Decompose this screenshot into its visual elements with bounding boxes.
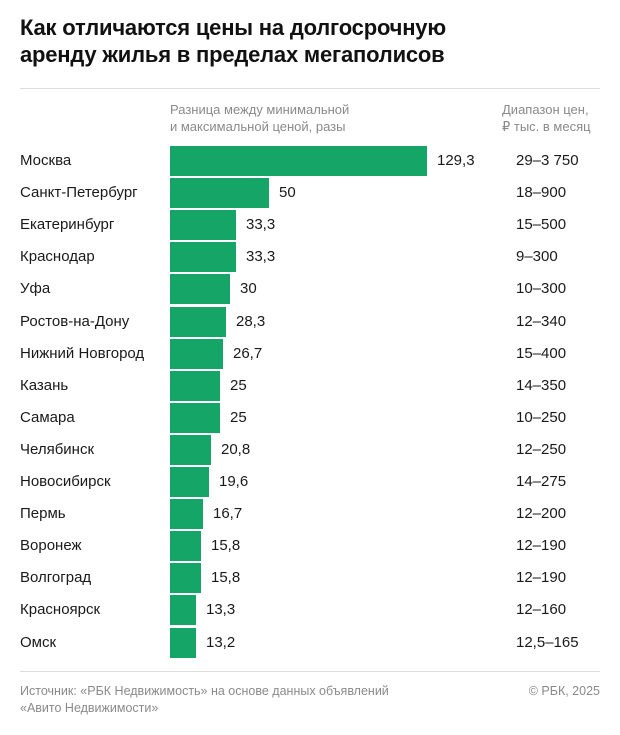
price-range-label: 12–200 bbox=[516, 505, 567, 523]
chart-row: Уфа 30 10–300 bbox=[0, 274, 620, 305]
category-label: Пермь bbox=[20, 505, 66, 523]
value-label: 13,3 bbox=[206, 601, 236, 619]
category-label: Уфа bbox=[20, 280, 51, 298]
price-range-label: 18–900 bbox=[516, 184, 567, 202]
value-label: 25 bbox=[230, 408, 247, 426]
price-range-label: 10–300 bbox=[516, 280, 567, 298]
value-label: 13,2 bbox=[206, 633, 236, 651]
top-divider bbox=[20, 88, 600, 89]
price-range-label: 9–300 bbox=[516, 248, 558, 266]
bar bbox=[170, 370, 220, 401]
bars-column-header-line-1: Разница между минимальной bbox=[170, 102, 350, 117]
value-label: 129,3 bbox=[437, 152, 475, 169]
chart-row: Волгоград 15,8 12–190 bbox=[0, 563, 620, 594]
chart-row: Казань 25 14–350 bbox=[0, 370, 620, 401]
range-column-header-line-1: Диапазон цен, bbox=[502, 102, 589, 117]
chart-row: Воронеж 15,8 12–190 bbox=[0, 531, 620, 562]
price-range-label: 15–400 bbox=[516, 344, 567, 362]
chart-row: Краснодар 33,3 9–300 bbox=[0, 242, 620, 273]
chart-row: Самара 25 10–250 bbox=[0, 402, 620, 433]
chart-row: Красноярск 13,3 12–160 bbox=[0, 595, 620, 626]
value-label: 30 bbox=[240, 280, 257, 298]
category-label: Екатеринбург bbox=[20, 216, 115, 234]
value-label: 50 bbox=[279, 184, 296, 202]
category-label: Ростов-на-Дону bbox=[20, 312, 130, 330]
price-range-label: 29–3 750 bbox=[516, 152, 579, 169]
value-label: 26,7 bbox=[233, 344, 263, 362]
chart-row: Ростов-на-Дону 28,3 12–340 bbox=[0, 306, 620, 337]
price-range-label: 12–340 bbox=[516, 312, 567, 330]
bar bbox=[170, 306, 226, 337]
bar bbox=[170, 402, 220, 433]
value-label: 15,8 bbox=[211, 537, 241, 555]
value-label: 20,8 bbox=[221, 440, 251, 458]
category-label: Нижний Новгород bbox=[20, 344, 145, 362]
chart-row: Москва 129,3 29–3 750 bbox=[0, 146, 620, 176]
value-label: 25 bbox=[230, 376, 247, 394]
value-label: 15,8 bbox=[211, 569, 241, 587]
price-range-label: 15–500 bbox=[516, 216, 567, 234]
bar bbox=[170, 595, 196, 626]
price-range-label: 14–350 bbox=[516, 376, 567, 394]
category-label: Красноярск bbox=[20, 601, 101, 619]
bar bbox=[170, 242, 236, 273]
range-column-header-line-2: ₽ тыс. в месяц bbox=[502, 119, 591, 134]
bar bbox=[170, 499, 203, 530]
price-range-label: 12,5–165 bbox=[516, 633, 579, 651]
category-label: Казань bbox=[20, 376, 69, 394]
chart-row: Санкт-Петербург 50 18–900 bbox=[0, 178, 620, 209]
price-range-label: 12–190 bbox=[516, 569, 567, 587]
category-label: Самара bbox=[20, 408, 75, 426]
price-range-label: 10–250 bbox=[516, 408, 567, 426]
bottom-divider bbox=[20, 671, 600, 672]
value-label: 33,3 bbox=[246, 248, 276, 266]
bar bbox=[170, 210, 236, 241]
chart-title: Как отличаются цены на долгосрочную арен… bbox=[20, 14, 600, 68]
range-column-header: Диапазон цен, ₽ тыс. в месяц bbox=[502, 101, 591, 135]
chart-title-line-2: аренду жилья в пределах мегаполисов bbox=[20, 42, 445, 67]
price-range-label: 14–275 bbox=[516, 473, 567, 490]
bar bbox=[170, 274, 230, 305]
copyright: © РБК, 2025 bbox=[528, 684, 600, 698]
category-label: Омск bbox=[20, 633, 57, 651]
value-label: 19,6 bbox=[219, 473, 249, 490]
category-label: Краснодар bbox=[20, 248, 95, 266]
bars-column-header-line-2: и максимальной ценой, разы bbox=[170, 119, 346, 134]
bars-column-header: Разница между минимальной и максимальной… bbox=[170, 101, 349, 135]
source-note: Источник: «РБК Недвижимость» на основе д… bbox=[20, 683, 389, 717]
value-label: 28,3 bbox=[236, 312, 266, 330]
bar bbox=[170, 434, 211, 465]
category-label: Москва bbox=[20, 152, 72, 169]
bar bbox=[170, 467, 209, 497]
chart-row: Пермь 16,7 12–200 bbox=[0, 499, 620, 530]
price-range-label: 12–190 bbox=[516, 537, 567, 555]
bar bbox=[170, 338, 223, 369]
category-label: Волгоград bbox=[20, 569, 92, 587]
value-label: 16,7 bbox=[213, 505, 243, 523]
value-label: 33,3 bbox=[246, 216, 276, 234]
category-label: Санкт-Петербург bbox=[20, 184, 138, 202]
bar bbox=[170, 627, 196, 658]
bar bbox=[170, 146, 427, 176]
category-label: Воронеж bbox=[20, 537, 82, 555]
category-label: Новосибирск bbox=[20, 473, 111, 490]
source-note-line-1: Источник: «РБК Недвижимость» на основе д… bbox=[20, 684, 389, 698]
price-range-label: 12–160 bbox=[516, 601, 567, 619]
chart-row: Екатеринбург 33,3 15–500 bbox=[0, 210, 620, 241]
chart-row: Новосибирск 19,6 14–275 bbox=[0, 467, 620, 497]
price-range-label: 12–250 bbox=[516, 440, 567, 458]
chart-title-line-1: Как отличаются цены на долгосрочную bbox=[20, 15, 446, 40]
chart-row: Омск 13,2 12,5–165 bbox=[0, 627, 620, 658]
bar bbox=[170, 178, 269, 209]
bar bbox=[170, 531, 201, 562]
source-note-line-2: «Авито Недвижимости» bbox=[20, 701, 159, 715]
bar bbox=[170, 563, 201, 594]
chart-row: Челябинск 20,8 12–250 bbox=[0, 434, 620, 465]
chart-row: Нижний Новгород 26,7 15–400 bbox=[0, 338, 620, 369]
category-label: Челябинск bbox=[20, 440, 95, 458]
